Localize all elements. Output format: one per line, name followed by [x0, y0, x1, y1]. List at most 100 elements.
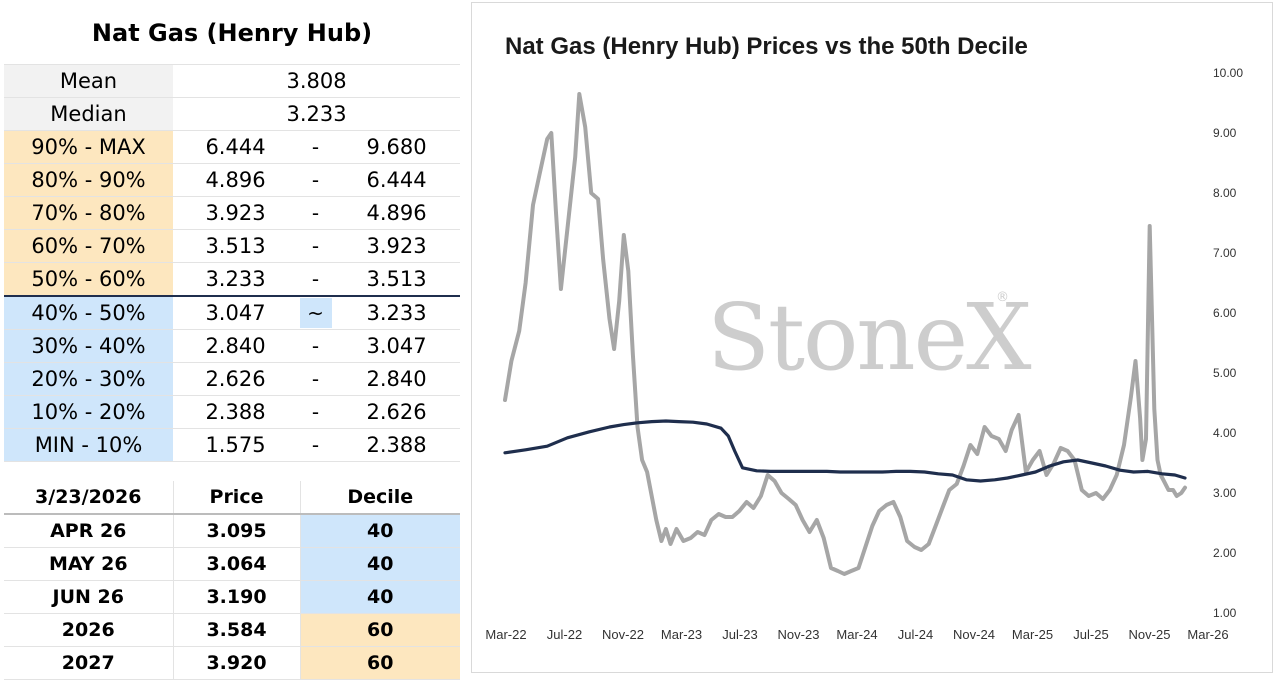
decile-range-high: 3.047	[333, 329, 461, 363]
forward-row-label: 2026	[4, 613, 174, 647]
decile-range-label: MIN - 10%	[4, 428, 173, 462]
x-tick-label: Nov-23	[778, 627, 820, 642]
chart-panel: Nat Gas (Henry Hub) Prices vs the 50th D…	[471, 2, 1273, 673]
x-axis-ticks: Mar-22 Jul-22 Nov-22 Mar-23 Jul-23 Nov-23 Mar-…	[485, 627, 1228, 642]
decile-range-high: 4.896	[333, 196, 461, 230]
forward-row-decile: 40	[300, 547, 460, 581]
decile-range-high: 3.513	[333, 262, 461, 297]
forward-price-table: 3/23/2026 Price Decile APR 26 3.095 40 MAY 2…	[4, 481, 460, 680]
x-tick-label: Mar-24	[836, 627, 877, 642]
y-tick-label: 2.00	[1213, 546, 1237, 560]
decile-range-high: 3.923	[333, 229, 461, 263]
y-tick-label: 10.00	[1213, 66, 1243, 80]
x-tick-label: Nov-22	[602, 627, 644, 642]
watermark-logo: StoneX	[707, 284, 1032, 391]
forward-row-decile: 60	[300, 613, 460, 647]
decile-range-low: 6.444	[173, 130, 298, 164]
decile-range-separator: -	[298, 163, 333, 197]
watermark: StoneX ®	[707, 284, 1034, 391]
x-tick-label: Jul-22	[547, 627, 582, 642]
decile-range-label: 10% - 20%	[4, 395, 173, 429]
decile-range-high: 6.444	[333, 163, 461, 197]
y-tick-label: 6.00	[1213, 306, 1237, 320]
decile-range-high: 3.233	[333, 296, 461, 330]
y-tick-label: 7.00	[1213, 246, 1237, 260]
forward-table-price-header: Price	[173, 481, 301, 515]
decile-range-low: 3.513	[173, 229, 298, 263]
decile-range-high: 2.626	[333, 395, 461, 429]
y-tick-label: 5.00	[1213, 366, 1237, 380]
decile-range-label: 70% - 80%	[4, 196, 173, 230]
forward-row-price: 3.584	[173, 613, 301, 647]
forward-table-decile-header: Decile	[300, 481, 460, 515]
x-tick-label: Mar-23	[661, 627, 702, 642]
y-tick-label: 4.00	[1213, 426, 1237, 440]
decile-range-label: 50% - 60%	[4, 262, 173, 297]
y-tick-label: 9.00	[1213, 126, 1237, 140]
decile-range-label: 90% - MAX	[4, 130, 173, 164]
decile-range-high: 2.388	[333, 428, 461, 462]
watermark-registered-mark: ®	[996, 290, 1009, 305]
forward-row-price: 3.190	[173, 580, 301, 614]
decile-range-separator-current: ~	[298, 296, 333, 330]
y-tick-label: 3.00	[1213, 486, 1237, 500]
decile-range-label: 20% - 30%	[4, 362, 173, 396]
stat-value-mean: 3.808	[173, 64, 461, 98]
decile-range-low: 1.575	[173, 428, 298, 462]
decile-series-line	[503, 419, 1187, 483]
stat-label-mean: Mean	[4, 64, 173, 98]
decile-range-separator: -	[298, 428, 333, 462]
x-tick-label: Nov-24	[953, 627, 995, 642]
forward-row-label: 2027	[4, 646, 174, 680]
forward-row-decile: 40	[300, 514, 460, 548]
series-layer	[503, 92, 1187, 576]
x-tick-label: Nov-25	[1129, 627, 1171, 642]
decile-range-separator: -	[298, 329, 333, 363]
decile-range-label: 40% - 50%	[4, 296, 173, 330]
current-decile-marker: ~	[299, 298, 332, 328]
y-axis-ticks: 1.00 2.00 3.00 4.00 5.00 6.00 7.00 8.00 9.00 10.0…	[1213, 66, 1243, 620]
forward-row-price: 3.920	[173, 646, 301, 680]
x-tick-label: Mar-26	[1187, 627, 1228, 642]
forward-row-label: JUN 26	[4, 580, 174, 614]
decile-range-separator: -	[298, 196, 333, 230]
decile-range-separator: -	[298, 395, 333, 429]
x-tick-label: Mar-25	[1012, 627, 1053, 642]
price-series-line	[503, 92, 1187, 576]
decile-table-title: Nat Gas (Henry Hub)	[4, 2, 461, 65]
y-tick-label: 8.00	[1213, 186, 1237, 200]
forward-row-decile: 60	[300, 646, 460, 680]
decile-range-separator: -	[298, 262, 333, 297]
y-tick-label: 1.00	[1213, 606, 1237, 620]
decile-range-high: 9.680	[333, 130, 461, 164]
decile-range-separator: -	[298, 229, 333, 263]
forward-table-date-header: 3/23/2026	[4, 481, 174, 515]
forward-row-price: 3.095	[173, 514, 301, 548]
x-tick-label: Mar-22	[485, 627, 526, 642]
decile-range-low: 4.896	[173, 163, 298, 197]
price-chart: Nat Gas (Henry Hub) Prices vs the 50th D…	[485, 33, 1243, 642]
decile-range-label: 30% - 40%	[4, 329, 173, 363]
stat-label-median: Median	[4, 97, 173, 131]
decile-range-high: 2.840	[333, 362, 461, 396]
forward-row-price: 3.064	[173, 547, 301, 581]
x-tick-label: Jul-25	[1073, 627, 1108, 642]
x-tick-label: Jul-24	[898, 627, 933, 642]
decile-range-low: 2.388	[173, 395, 298, 429]
forward-row-decile: 40	[300, 580, 460, 614]
decile-range-low: 3.047	[173, 296, 298, 330]
decile-range-separator: -	[298, 362, 333, 396]
chart-title: Nat Gas (Henry Hub) Prices vs the 50th D…	[505, 33, 1028, 60]
forward-row-label: APR 26	[4, 514, 174, 548]
decile-range-low: 2.840	[173, 329, 298, 363]
forward-row-label: MAY 26	[4, 547, 174, 581]
stat-value-median: 3.233	[173, 97, 461, 131]
decile-range-low: 2.626	[173, 362, 298, 396]
decile-table: Nat Gas (Henry Hub) Mean 3.808 Median 3.23…	[4, 2, 461, 462]
decile-range-low: 3.233	[173, 262, 298, 297]
decile-range-label: 60% - 70%	[4, 229, 173, 263]
decile-range-separator: -	[298, 130, 333, 164]
x-tick-label: Jul-23	[722, 627, 757, 642]
decile-range-label: 80% - 90%	[4, 163, 173, 197]
decile-range-low: 3.923	[173, 196, 298, 230]
